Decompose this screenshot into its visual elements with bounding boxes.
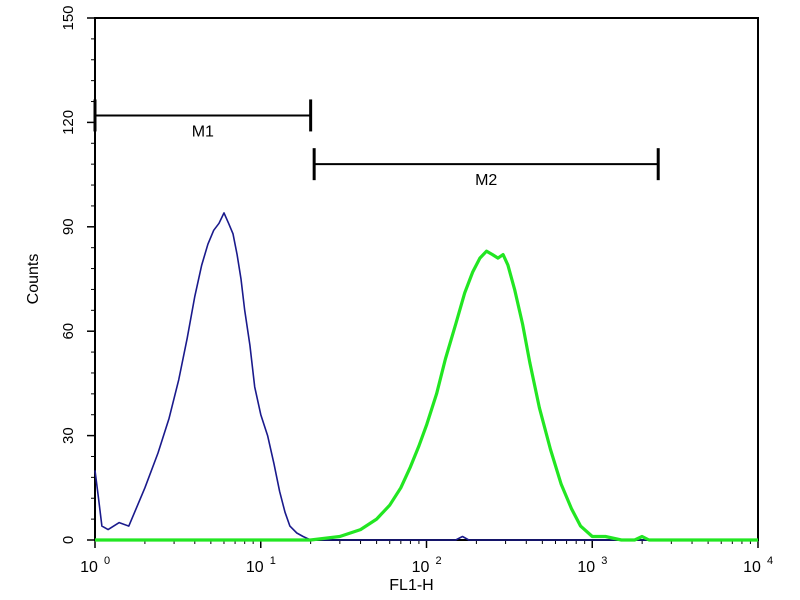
y-axis-label: Counts: [25, 254, 42, 305]
x-tick-label: 10: [246, 559, 264, 576]
histogram-series-blue: [94, 212, 758, 541]
histogram-series-green: [95, 249, 758, 542]
x-tick-label: 10: [80, 559, 98, 576]
y-tick-label: 60: [60, 323, 77, 340]
y-tick-label: 90: [60, 218, 77, 235]
marker-label: M1: [192, 123, 214, 140]
x-tick-exponent: 1: [270, 555, 276, 567]
y-tick-label: 30: [60, 427, 77, 444]
y-tick-label: 150: [60, 5, 77, 30]
plot-frame: [94, 17, 759, 541]
y-tick-label: 120: [60, 110, 77, 135]
x-axis-label: FL1-H: [389, 577, 433, 594]
x-tick-label: 10: [412, 559, 430, 576]
x-tick-exponent: 2: [435, 555, 441, 567]
x-tick-exponent: 4: [767, 555, 773, 567]
x-tick-label: 10: [743, 559, 761, 576]
marker-label: M2: [475, 172, 497, 189]
y-tick-label: 0: [60, 536, 77, 544]
x-tick-exponent: 3: [601, 555, 607, 567]
x-tick-exponent: 0: [104, 555, 110, 567]
x-tick-label: 10: [577, 559, 595, 576]
